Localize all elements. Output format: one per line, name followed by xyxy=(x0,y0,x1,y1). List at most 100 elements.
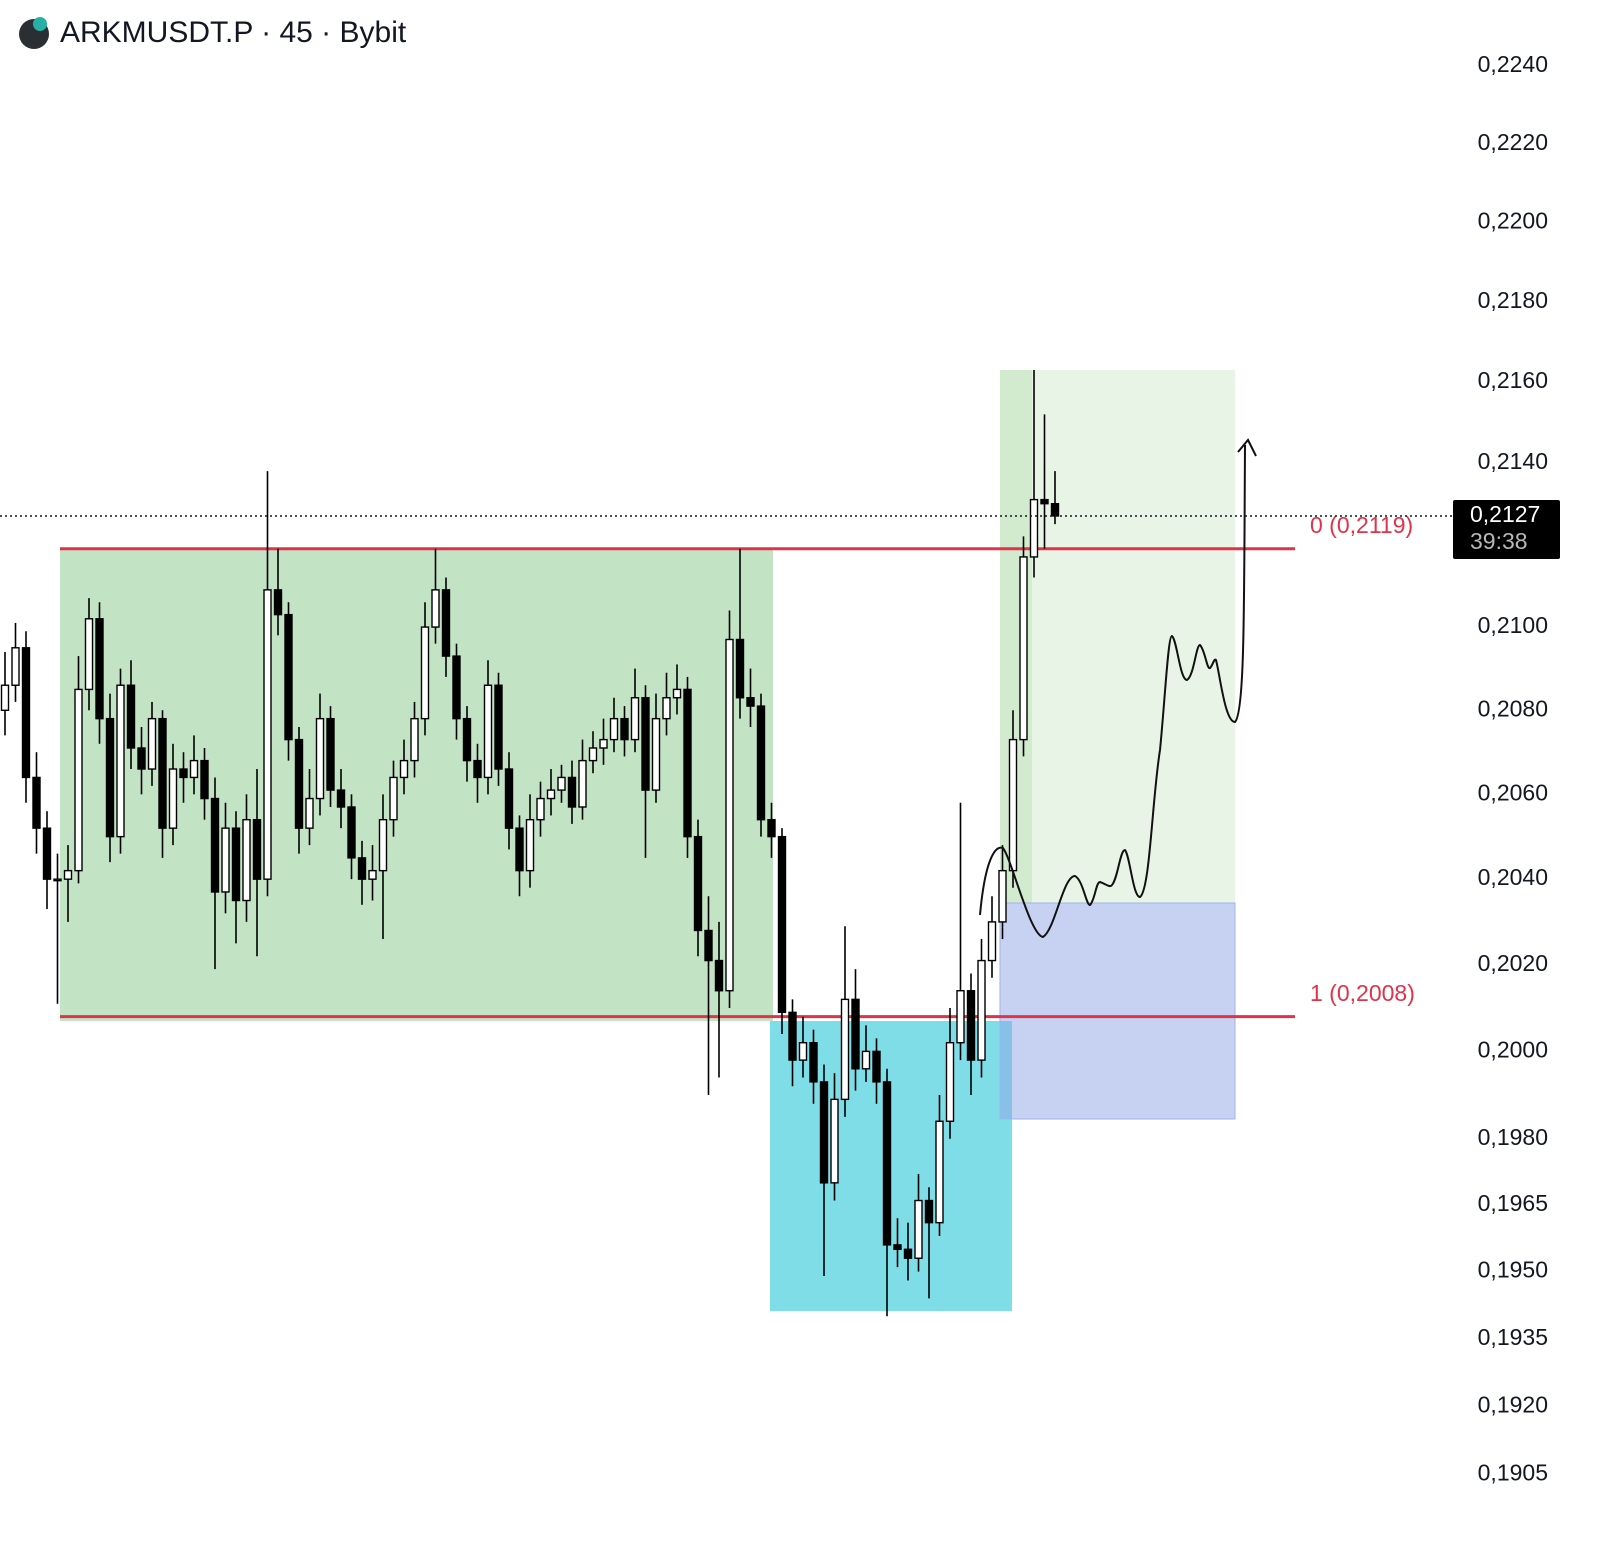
y-tick-label: 0,2160 xyxy=(1478,367,1548,393)
y-tick-label: 0,2000 xyxy=(1478,1036,1548,1062)
candle-body xyxy=(200,759,209,800)
candle-body xyxy=(95,618,104,720)
candle-body xyxy=(1029,498,1039,558)
candle-body xyxy=(357,857,367,880)
candle-body xyxy=(11,647,20,686)
candle-body xyxy=(168,768,178,829)
candle-body xyxy=(651,717,661,791)
candle-body xyxy=(504,768,514,829)
candle-body xyxy=(441,589,451,657)
candle-body xyxy=(126,684,136,749)
candle-body xyxy=(840,998,850,1101)
candle-body xyxy=(956,990,965,1044)
candle-body xyxy=(347,806,356,859)
candle-body xyxy=(567,776,577,808)
candle-body xyxy=(798,1042,808,1061)
candle-body xyxy=(767,818,776,838)
candle-body xyxy=(819,1081,829,1184)
candle-body xyxy=(599,738,608,749)
y-tick-label: 0,2140 xyxy=(1478,448,1548,474)
candle-body xyxy=(84,618,94,691)
candle-body xyxy=(378,818,388,872)
candle-body xyxy=(273,589,283,616)
candle-body xyxy=(462,717,472,762)
y-tick-label: 0,2180 xyxy=(1478,287,1548,313)
candle-body xyxy=(389,776,398,821)
candle-body xyxy=(63,869,73,880)
candle-body xyxy=(546,789,556,800)
candle-body xyxy=(147,717,157,770)
candle-body xyxy=(32,776,41,829)
candle-body xyxy=(494,684,503,770)
candle-body xyxy=(935,1120,944,1224)
candle-body xyxy=(777,835,787,1014)
drawn-arrow xyxy=(1237,438,1257,457)
candle-body xyxy=(326,717,335,791)
candle-body xyxy=(525,818,535,872)
candle-body xyxy=(284,613,293,741)
candle-body xyxy=(74,688,83,872)
stop-zone xyxy=(999,902,1236,1120)
y-tick-label: 0,2040 xyxy=(1478,864,1548,890)
candle-body xyxy=(903,1248,913,1259)
candle-body xyxy=(557,776,566,791)
candle-body xyxy=(630,697,640,741)
candle-body xyxy=(641,697,650,791)
candle-body xyxy=(105,717,115,838)
last-price-box xyxy=(1453,499,1560,559)
candle-body xyxy=(189,759,199,779)
candle-body xyxy=(483,684,493,779)
candle-body xyxy=(893,1244,902,1251)
candle-body xyxy=(252,818,262,880)
level-label: 1 (0,2008) xyxy=(1310,980,1415,1006)
candle-body xyxy=(452,655,461,720)
candle-body xyxy=(231,827,241,902)
y-tick-label: 0,1905 xyxy=(1478,1460,1548,1486)
candle-body xyxy=(137,747,146,770)
candle-body xyxy=(945,1042,955,1122)
candle-body xyxy=(0,684,10,711)
candle-body xyxy=(756,705,766,821)
candle-body xyxy=(158,717,167,829)
candle-body xyxy=(431,589,440,628)
candle-body xyxy=(672,688,682,699)
target-zone xyxy=(1000,370,1235,903)
candle-body xyxy=(578,759,587,808)
y-tick-label: 0,1980 xyxy=(1478,1124,1548,1150)
candle-body xyxy=(116,684,125,838)
candle-body xyxy=(336,789,346,808)
candle-body xyxy=(987,921,997,962)
candle-body xyxy=(368,869,377,880)
y-tick-label: 0,2220 xyxy=(1478,129,1548,155)
candle-body xyxy=(924,1199,934,1224)
candle-body xyxy=(609,717,619,741)
candle-body xyxy=(662,697,671,720)
candle-body xyxy=(977,959,986,1061)
candle-body xyxy=(830,1098,839,1184)
candle-body xyxy=(21,647,31,779)
countdown: 39:38 xyxy=(1470,528,1528,554)
candle-body xyxy=(966,990,976,1061)
y-tick-label: 0,1965 xyxy=(1478,1190,1548,1216)
candle-body xyxy=(735,638,745,699)
candle-body xyxy=(1008,738,1018,872)
candle-body xyxy=(620,717,629,741)
candle-body xyxy=(221,827,230,893)
y-tick-label: 0,2020 xyxy=(1478,950,1548,976)
last-price-label: 0,2127 xyxy=(1470,501,1540,527)
candle-body xyxy=(536,797,545,821)
candle-body xyxy=(809,1042,818,1083)
candle-body xyxy=(1050,502,1060,517)
candle-body xyxy=(704,929,713,962)
candle-body xyxy=(788,1011,797,1061)
chart-title: ARKMUSDT.P · 45 · Bybit xyxy=(60,16,407,49)
y-tick-label: 0,1950 xyxy=(1478,1257,1548,1283)
candle-body xyxy=(998,869,1007,923)
y-tick-label: 0,2100 xyxy=(1478,612,1548,638)
candle-body xyxy=(294,738,304,829)
candle-body xyxy=(179,768,188,779)
candle-body xyxy=(399,759,409,779)
y-tick-label: 0,1935 xyxy=(1478,1324,1548,1350)
